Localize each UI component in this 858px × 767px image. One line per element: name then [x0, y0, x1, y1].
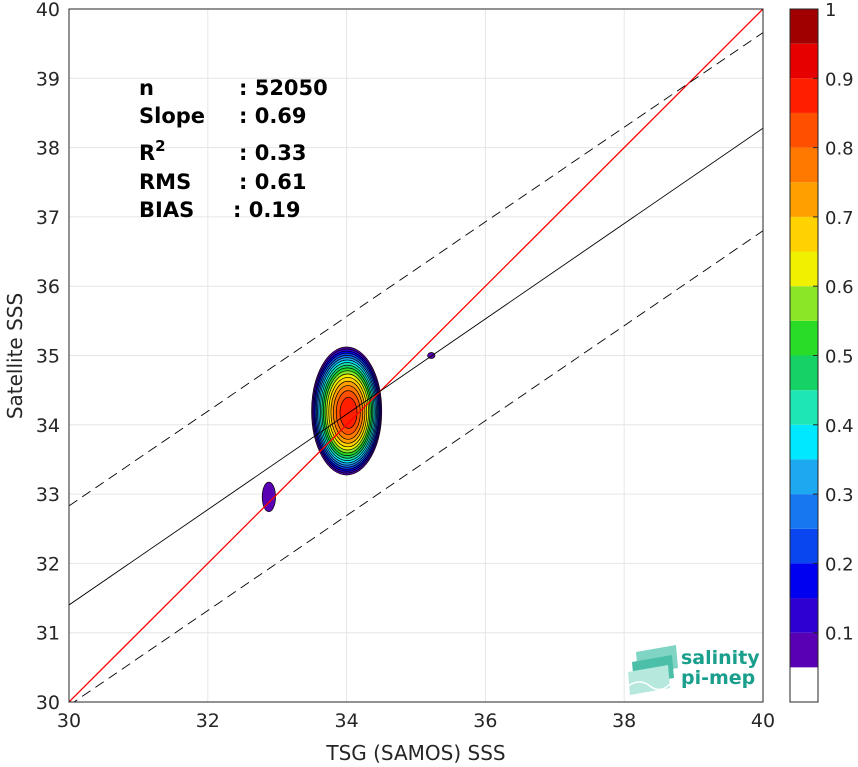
stats-box: n : 52050 Slope : 0.69 R2 : 0.33 RMS : 0.61 BIAS… [139, 76, 328, 222]
stat-value: : 0.33 [239, 141, 307, 165]
x-tick-label: 30 [57, 710, 81, 732]
x-tick-label: 32 [196, 710, 220, 732]
colorbar-segment [790, 563, 818, 599]
colorbar-tick-label: 1 [825, 0, 836, 21]
colorbar-tick-label: 0.5 [825, 347, 854, 368]
x-tick-label: 40 [751, 710, 775, 732]
one-to-one-line [69, 9, 763, 702]
x-tick-label: 38 [612, 710, 636, 732]
colorbar-tick-label: 0.3 [825, 485, 854, 506]
colorbar-segment [790, 598, 818, 633]
colorbar-segment [790, 112, 818, 148]
colorbar-tick-label: 0.2 [825, 554, 854, 575]
y-axis-label: Satellite SSS [3, 293, 27, 419]
colorbar-tick-label: 0.6 [825, 277, 854, 298]
colorbar-segment [790, 494, 818, 529]
y-tick-label: 36 [36, 276, 60, 298]
x-axis-label: TSG (SAMOS) SSS [325, 741, 505, 765]
colorbar-segment [790, 390, 818, 425]
colorbar-tick-label: 0.4 [825, 416, 854, 437]
y-tick-label: 30 [36, 692, 60, 714]
density-contour-level [261, 481, 276, 513]
colorbar-segment [790, 667, 818, 702]
lower-bound-line [73, 230, 763, 702]
colorbar-segment [790, 182, 818, 217]
y-tick-label: 31 [36, 623, 60, 645]
logo-text-pi-mep: pi-mep [681, 667, 755, 689]
salinity-pi-mep-logo: salinity pi-mep [627, 645, 760, 695]
colorbar-segment [790, 459, 818, 495]
stat-value: : 0.69 [239, 104, 307, 128]
colorbar-segment [790, 286, 818, 321]
stat-label: n [139, 76, 154, 100]
colorbar: 0.1 0.2 0.3 0.4 0.5 0.6 0.7 0.8 0.9 1 [789, 0, 854, 703]
colorbar-segment [790, 147, 818, 183]
colorbar-tick-label: 0.8 [825, 139, 854, 160]
grid [68, 8, 764, 703]
y-tick-label: 34 [36, 415, 60, 437]
colorbar-segment [790, 216, 818, 252]
plot-frame [68, 8, 764, 703]
y-tick-label: 33 [36, 484, 60, 506]
stat-label: RMS [139, 170, 191, 194]
colorbar-segment [790, 320, 818, 356]
stat-label: BIAS [139, 198, 194, 222]
y-tick-label: 35 [36, 346, 60, 368]
stat-value: : 52050 [239, 76, 328, 100]
logo-text-salinity: salinity [681, 647, 760, 669]
regression-line [69, 127, 763, 606]
y-tick-label: 32 [36, 553, 60, 575]
x-tick-label: 34 [335, 710, 359, 732]
y-tick-label: 40 [36, 0, 60, 21]
colorbar-tick-label: 0.9 [825, 69, 854, 90]
y-tick-label: 38 [36, 138, 60, 160]
colorbar-segment [790, 424, 818, 460]
x-tick-label: 36 [473, 710, 497, 732]
wave-logo-icon [627, 645, 678, 695]
upper-bound-line [69, 32, 763, 507]
colorbar-segment [790, 251, 818, 287]
colorbar-segment [790, 78, 818, 113]
colorbar-tick-label: 0.1 [825, 624, 854, 645]
colorbar-segment [790, 632, 818, 668]
stat-value: : 0.19 [233, 198, 301, 222]
colorbar-segment [790, 43, 818, 79]
stat-value: : 0.61 [239, 170, 307, 194]
reference-lines [69, 9, 763, 702]
colorbar-segment [790, 355, 818, 391]
y-tick-label: 37 [36, 207, 60, 229]
x-tick-labels: 30 32 34 36 38 40 [57, 710, 775, 732]
stat-label: R2 [139, 137, 166, 165]
colorbar-segment [790, 528, 818, 564]
y-tick-label: 39 [36, 68, 60, 90]
y-tick-labels: 30 31 32 33 34 35 36 37 38 39 40 [36, 0, 60, 714]
stat-label: Slope [139, 104, 205, 128]
colorbar-segment [790, 9, 818, 44]
colorbar-tick-label: 0.7 [825, 208, 854, 229]
